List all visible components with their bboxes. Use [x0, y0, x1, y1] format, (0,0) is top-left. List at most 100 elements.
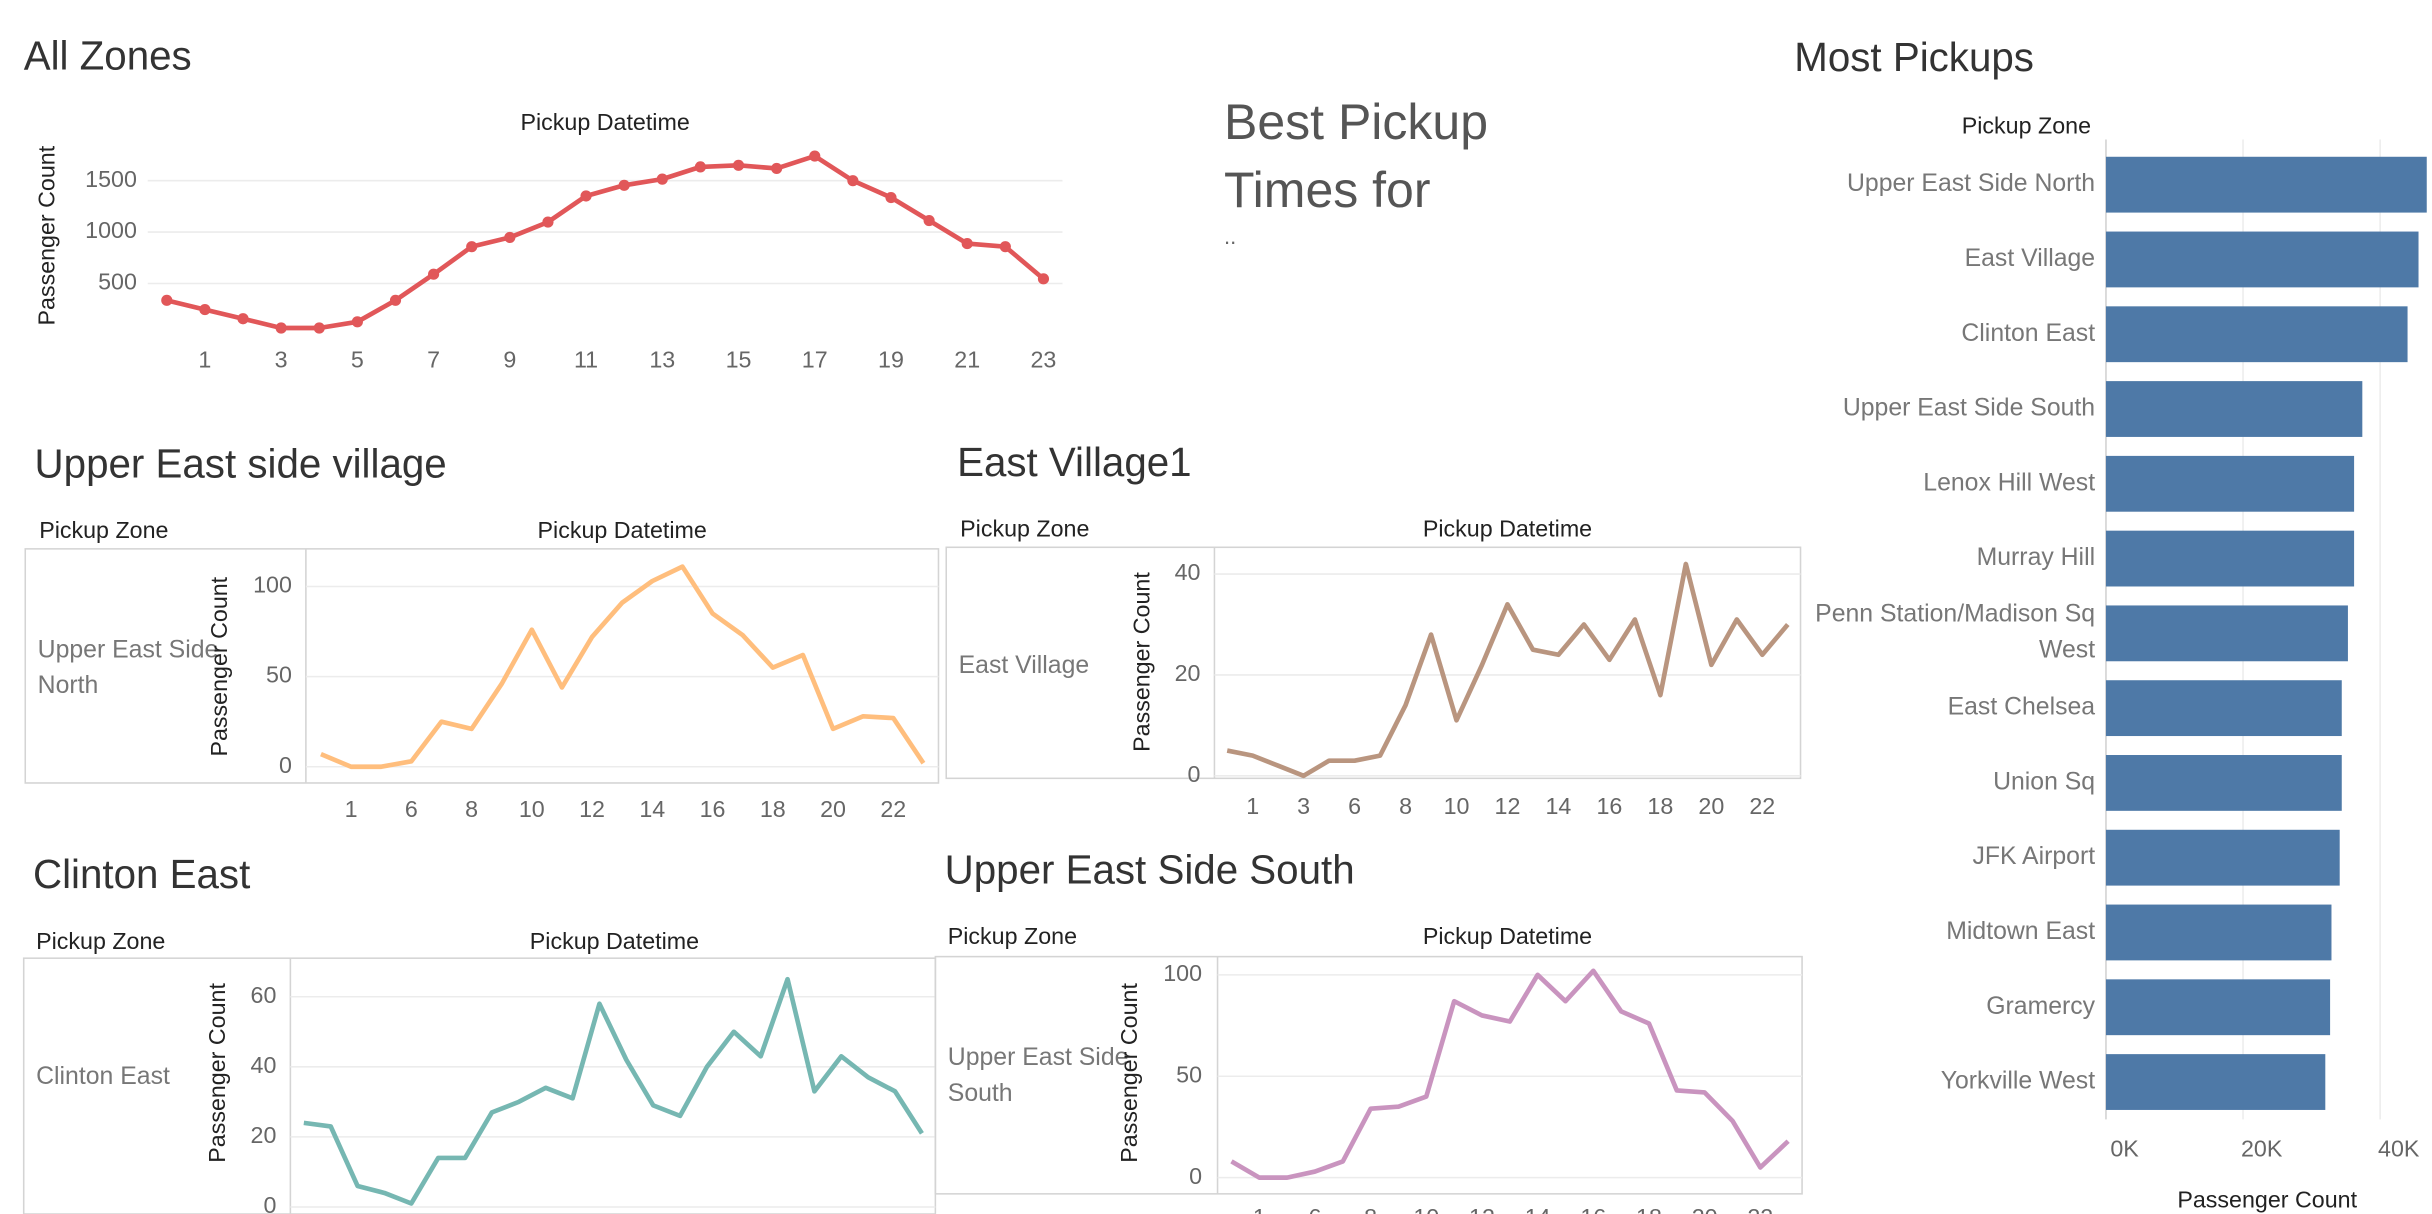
text-panel: Best Pickup Times for .. [1224, 88, 1554, 250]
x-tick-label: 1 [345, 796, 358, 822]
y-tick-label: Upper East Side North [1847, 170, 2095, 197]
point [275, 322, 287, 334]
y-tick-label: Union Sq [1993, 768, 2095, 795]
x-tick-label: 6 [1348, 793, 1361, 819]
x-tick-label: 10 [1413, 1204, 1439, 1214]
point [466, 241, 478, 253]
x-tick-label: 10 [1444, 793, 1470, 819]
x-axis-title: Pickup Datetime [1423, 923, 1592, 949]
point [504, 231, 516, 243]
y-tick-label: 1500 [85, 166, 137, 192]
x-tick-label: 16 [700, 796, 726, 822]
zone-label: Clinton East [36, 1063, 170, 1090]
point [618, 179, 630, 191]
y-tick-label: 20 [251, 1122, 277, 1148]
x-tick-label: 1 [1253, 1204, 1266, 1214]
point [1037, 273, 1050, 285]
y-tick-label-box: Penn Station/Madison Sq West [1815, 601, 2095, 663]
point [580, 190, 592, 202]
y-tick-label: 100 [253, 572, 292, 598]
y-tick-label: East Village [1965, 245, 2096, 272]
pane-frame [934, 955, 1803, 1195]
point [237, 313, 249, 325]
x-tick-label: 6 [405, 796, 418, 822]
x-tick-label: 18 [760, 796, 786, 822]
x-tick-label: 8 [465, 796, 478, 822]
chart-title: East Village1 [957, 440, 1191, 485]
x-tick-label: 1 [198, 346, 211, 372]
point [161, 294, 173, 306]
x-tick-label: 19 [878, 346, 904, 372]
x-tick-label: 22 [1749, 793, 1775, 819]
x-tick-label: 20 [820, 796, 846, 822]
x-tick-label: 15 [726, 346, 752, 372]
y-tick-label: Midtown East [1946, 918, 2095, 945]
x-tick-label: 22 [1747, 1204, 1773, 1214]
x-tick-label: 7 [427, 346, 440, 372]
point [694, 161, 706, 173]
y-tick-label: 50 [266, 662, 292, 688]
bar [2105, 306, 2408, 363]
x-axis-title: Pickup Datetime [538, 517, 707, 543]
point [885, 191, 897, 204]
x-tick-label: 17 [802, 346, 828, 372]
bar [2105, 755, 2342, 811]
y-tick-label: East Chelsea [1948, 694, 2096, 721]
point [542, 216, 554, 228]
chart-title: Most Pickups [1794, 35, 2034, 80]
point [199, 304, 211, 316]
row-header: Pickup Zone [960, 515, 1089, 541]
x-tick-label: 22 [880, 796, 906, 822]
chart-title: Upper East Side South [945, 848, 1355, 893]
line [1230, 968, 1790, 1180]
x-tick-label: 21 [954, 346, 980, 372]
zone-label-box: Upper East Side South [948, 1045, 1129, 1107]
zone-label: Upper East Side North [37, 637, 219, 700]
y-tick-label: Lenox Hill West [1923, 469, 2095, 496]
y-tick-label: 0 [1189, 1163, 1202, 1189]
x-tick-label: 10 [519, 796, 545, 822]
x-tick-label: 23 [1031, 346, 1057, 372]
row-header: Pickup Zone [36, 928, 165, 954]
row-header: Pickup Zone [1962, 112, 2091, 138]
bar [2105, 680, 2342, 737]
panel-title: Best Pickup Times for [1224, 94, 1489, 218]
x-tick-label: 19 [801, 1210, 827, 1214]
chart-title: Upper East side village [35, 441, 447, 486]
zone-label-box: Upper East Side North [37, 637, 219, 700]
point [923, 214, 935, 227]
x-tick-label: 18 [1647, 793, 1673, 819]
x-tick-label: 16 [1596, 793, 1622, 819]
y-tick-label: 50 [1176, 1061, 1202, 1087]
x-tick-label: 17 [748, 1210, 774, 1214]
x-tick-label: 11 [574, 346, 598, 372]
y-axis-title: Passenger Count [204, 983, 230, 1163]
bar [2105, 156, 2427, 213]
point [999, 241, 1011, 253]
y-tick-label: Clinton East [1961, 320, 2095, 347]
point [732, 159, 745, 171]
x-axis-title: Passenger Count [2177, 1187, 2357, 1213]
zone-label-box: Clinton East [36, 1063, 170, 1090]
y-tick-label: Murray Hill [1977, 544, 2095, 571]
y-tick-label: 500 [98, 269, 137, 295]
y-tick-label: 20 [1175, 660, 1201, 686]
x-tick-label: 6 [1309, 1204, 1322, 1214]
x-axis-title: Pickup Datetime [530, 928, 699, 954]
x-tick-label: 3 [1297, 793, 1310, 819]
x-tick-label: 7 [485, 1210, 498, 1214]
y-tick-label: Yorkville West [1941, 1068, 2095, 1095]
line [166, 153, 1045, 331]
point [771, 162, 783, 175]
x-tick-label: 5 [351, 346, 364, 372]
bar [2105, 455, 2355, 512]
x-tick-label: 18 [1636, 1204, 1662, 1214]
zone-label: East Village [958, 652, 1090, 680]
bar [2105, 829, 2340, 886]
x-tick-label: 15 [694, 1210, 720, 1214]
point [389, 294, 402, 306]
point [313, 322, 325, 334]
point [428, 268, 440, 280]
x-tick-label: 8 [1364, 1204, 1377, 1214]
